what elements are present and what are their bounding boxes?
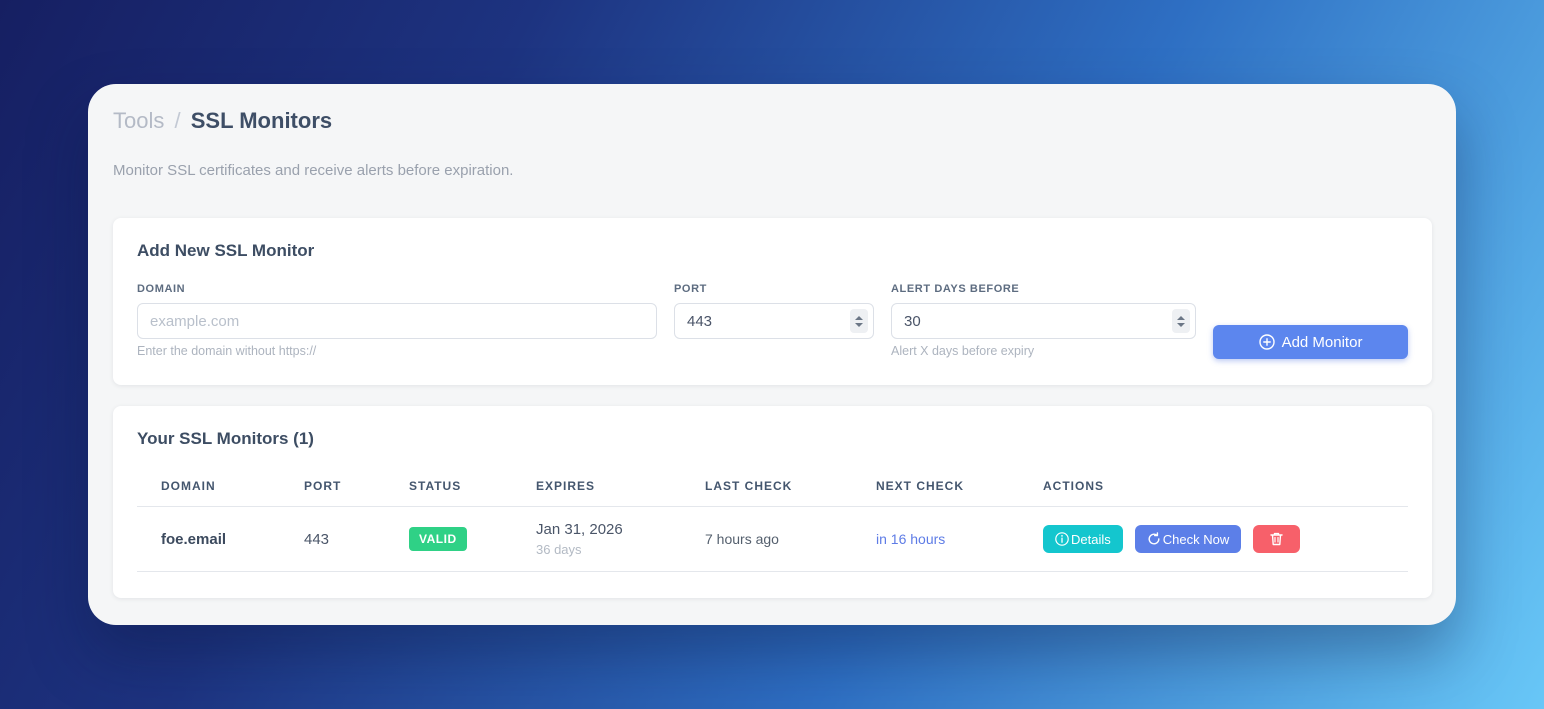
details-button-label: Details <box>1071 531 1111 547</box>
breadcrumb-separator: / <box>174 108 181 133</box>
last-check-time: 7 hours ago <box>705 506 876 572</box>
port-stepper[interactable] <box>850 309 868 333</box>
add-monitor-button-label: Add Monitor <box>1281 333 1363 351</box>
check-now-button[interactable]: Check Now <box>1134 525 1242 553</box>
next-check-time: in 16 hours <box>876 506 1043 572</box>
monitor-domain: foe.email <box>137 506 304 572</box>
row-actions: Details Check Now <box>1043 525 1400 553</box>
breadcrumb-tools[interactable]: Tools <box>113 108 165 133</box>
check-now-button-label: Check Now <box>1162 531 1230 547</box>
ssl-monitors-panel: Tools / SSL Monitors Monitor SSL certifi… <box>88 84 1456 625</box>
header-domain: Domain <box>137 469 304 507</box>
monitors-list-title: Your SSL Monitors (1) <box>137 429 314 448</box>
header-last-check: Last Check <box>705 469 876 507</box>
domain-helper: Enter the domain without https:// <box>137 344 317 358</box>
alert-days-stepper[interactable] <box>1172 309 1190 333</box>
stepper-up-icon[interactable] <box>1177 315 1185 320</box>
status-badge: VALID <box>409 527 467 551</box>
plus-circle-icon <box>1258 334 1275 350</box>
table-header-row: Domain Port Status Expires Last Check Ne… <box>137 469 1408 507</box>
header-status: Status <box>409 469 536 507</box>
details-button[interactable]: Details <box>1043 525 1123 553</box>
add-monitor-button[interactable]: Add Monitor <box>1213 325 1408 359</box>
monitors-table: Domain Port Status Expires Last Check Ne… <box>137 469 1408 572</box>
alert-days-helper: Alert X days before expiry <box>891 344 1035 358</box>
header-next-check: Next Check <box>876 469 1043 507</box>
add-monitor-card: Add New SSL Monitor Domain Enter the dom… <box>113 218 1432 385</box>
monitors-list-card: Your SSL Monitors (1) Domain Port Status… <box>113 406 1432 598</box>
alert-days-label: Alert Days Before <box>891 283 1020 295</box>
submit-field-group: Add Monitor <box>1213 283 1408 359</box>
domain-label: Domain <box>137 283 186 295</box>
refresh-icon <box>1148 532 1160 545</box>
trash-icon <box>1270 532 1283 546</box>
expires-date: Jan 31, 2026 <box>536 521 623 538</box>
port-input[interactable] <box>674 303 874 339</box>
header-port: Port <box>304 469 409 507</box>
page-title: SSL Monitors <box>190 108 333 133</box>
page-subtitle: Monitor SSL certificates and receive ale… <box>113 162 514 179</box>
info-icon <box>1055 532 1069 546</box>
delete-button[interactable] <box>1253 525 1301 553</box>
expires-days-remaining: 36 days <box>536 542 582 557</box>
alert-days-input[interactable] <box>891 303 1196 339</box>
stepper-down-icon[interactable] <box>1177 322 1185 327</box>
domain-input[interactable] <box>137 303 657 339</box>
domain-field-group: Domain Enter the domain without https:// <box>137 283 657 359</box>
port-field-group: Port <box>674 283 874 359</box>
header-expires: Expires <box>536 469 705 507</box>
add-monitor-form: Domain Enter the domain without https://… <box>137 283 1408 359</box>
table-row: foe.email 443 VALID Jan 31, 2026 36 days… <box>137 506 1408 572</box>
header-actions: Actions <box>1043 469 1408 507</box>
alert-days-field-group: Alert Days Before Alert X days before ex… <box>891 283 1196 359</box>
breadcrumb: Tools / SSL Monitors <box>113 108 1432 134</box>
stepper-up-icon[interactable] <box>855 315 863 320</box>
port-label: Port <box>674 283 707 295</box>
monitor-port: 443 <box>304 506 409 572</box>
add-monitor-title: Add New SSL Monitor <box>137 241 315 260</box>
stepper-down-icon[interactable] <box>855 322 863 327</box>
